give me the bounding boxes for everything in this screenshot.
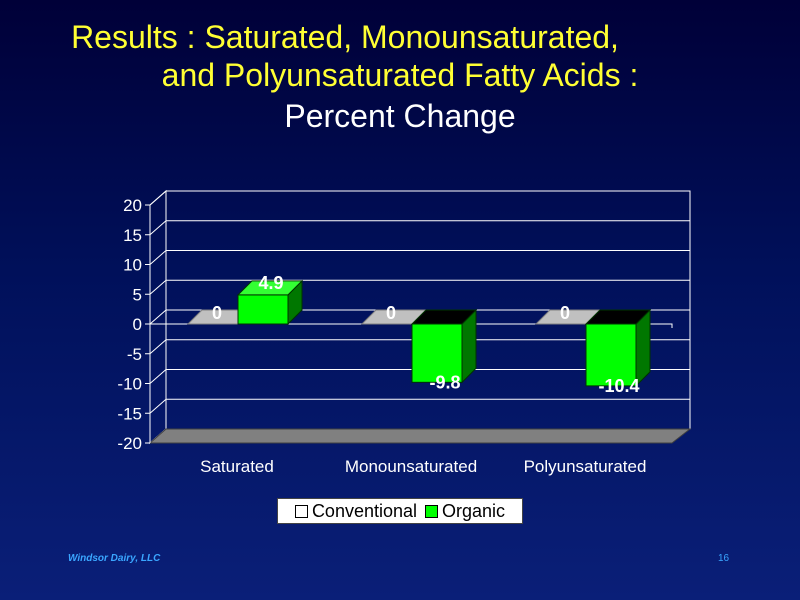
data-label-conventional: 0 <box>386 303 396 323</box>
x-tick-label: Saturated <box>200 457 274 476</box>
bar-organic-top <box>236 280 304 296</box>
legend-label-organic: Organic <box>442 500 506 521</box>
gridline-side <box>149 309 167 325</box>
gridline-side <box>149 369 167 384</box>
slide-title: Results : Saturated, Monounsaturated, an… <box>0 18 800 138</box>
gridline-side <box>149 398 167 414</box>
page-number: 16 <box>718 553 730 564</box>
bar-organic-top <box>410 309 478 325</box>
data-label-organic: 4.9 <box>258 273 283 293</box>
data-label-conventional: 0 <box>560 303 570 323</box>
y-tick-label: 20 <box>123 196 142 215</box>
x-tick-label: Monounsaturated <box>345 457 477 476</box>
title-line-1: Results : Saturated, Monounsaturated, <box>71 19 619 55</box>
data-label-organic: -10.4 <box>598 376 639 396</box>
gridline-side <box>149 339 167 355</box>
legend-label-conventional: Conventional <box>311 500 418 521</box>
data-label-conventional: 0 <box>212 303 222 323</box>
gridline-side <box>149 190 167 206</box>
y-tick-label: -20 <box>117 434 142 453</box>
y-tick-label: -15 <box>117 404 142 423</box>
y-tick-label: 0 <box>133 315 142 334</box>
chart-legend: Conventional Organic <box>277 498 523 524</box>
bar-organic-top <box>584 309 652 325</box>
footer-company: Windsor Dairy, LLC <box>68 553 161 564</box>
gridline-side <box>149 220 167 236</box>
legend-swatch-conventional <box>294 504 308 518</box>
y-tick-label: -10 <box>117 375 142 394</box>
zero-axis-line <box>150 323 673 328</box>
x-tick-label: Polyunsaturated <box>524 457 647 476</box>
y-tick-label: 5 <box>133 285 142 304</box>
bar-organic <box>411 323 463 383</box>
gridline-side <box>149 279 167 295</box>
y-tick-label: -5 <box>127 345 142 364</box>
title-line-2: and Polyunsaturated Fatty Acids : <box>161 57 639 93</box>
data-label-organic: -9.8 <box>429 372 460 392</box>
legend-item-organic: Organic <box>425 501 505 522</box>
y-tick-label: 10 <box>123 256 142 275</box>
gridline-side <box>149 250 167 265</box>
y-tick-label: 15 <box>123 226 142 245</box>
chart-floor <box>148 428 692 444</box>
bar-organic <box>237 294 289 325</box>
legend-swatch-organic <box>425 504 439 518</box>
title-line-3: Percent Change <box>284 98 516 134</box>
legend-item-conventional: Conventional <box>294 500 418 522</box>
